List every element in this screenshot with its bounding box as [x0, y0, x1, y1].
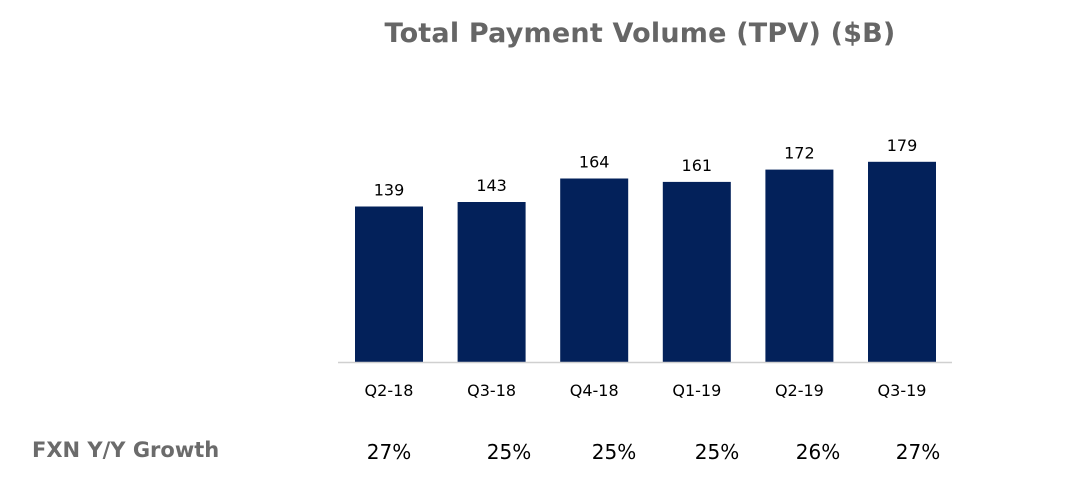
data-label-Q2-18: 139 — [374, 181, 405, 200]
x-tick-label-Q3-19: Q3-19 — [878, 381, 927, 400]
bar-chart: 139 Q2-18 143 Q3-18 164 Q4-18 161 Q1-19 172 Q2-19… — [338, 136, 952, 400]
x-tick-label-Q4-18: Q4-18 — [570, 381, 619, 400]
growth-value-Q2-19: 26% — [795, 440, 841, 464]
data-label-Q3-18: 143 — [476, 176, 507, 195]
data-label-Q4-18: 164 — [579, 153, 610, 172]
bar-Q2-19 — [765, 169, 834, 362]
growth-value-Q2-18: 27% — [366, 440, 412, 464]
growth-row-label: FXN Y/Y Growth — [32, 438, 220, 462]
x-tick-label-Q3-18: Q3-18 — [467, 381, 516, 400]
bar-Q3-18 — [457, 202, 526, 362]
growth-row: FXN Y/Y Growth 27% 25% 25% 25% 26% 27% — [0, 436, 1068, 470]
growth-value-Q3-19: 27% — [895, 440, 941, 464]
data-label-Q1-19: 161 — [682, 156, 713, 175]
data-label-Q2-19: 172 — [784, 144, 815, 163]
bar-Q1-19 — [662, 181, 731, 362]
growth-value-Q4-18: 25% — [591, 440, 637, 464]
bar-Q2-18 — [355, 206, 423, 362]
x-tick-label-Q2-19: Q2-19 — [775, 381, 824, 400]
growth-value-Q1-19: 25% — [694, 440, 740, 464]
growth-value-Q3-18: 25% — [486, 440, 532, 464]
bar-Q4-18 — [560, 178, 629, 362]
chart-title: Total Payment Volume (TPV) ($B) — [384, 18, 896, 49]
data-label-Q3-19: 179 — [887, 136, 918, 155]
x-tick-label-Q2-18: Q2-18 — [365, 381, 414, 400]
x-tick-label-Q1-19: Q1-19 — [672, 381, 721, 400]
bar-Q3-19 — [868, 161, 936, 362]
